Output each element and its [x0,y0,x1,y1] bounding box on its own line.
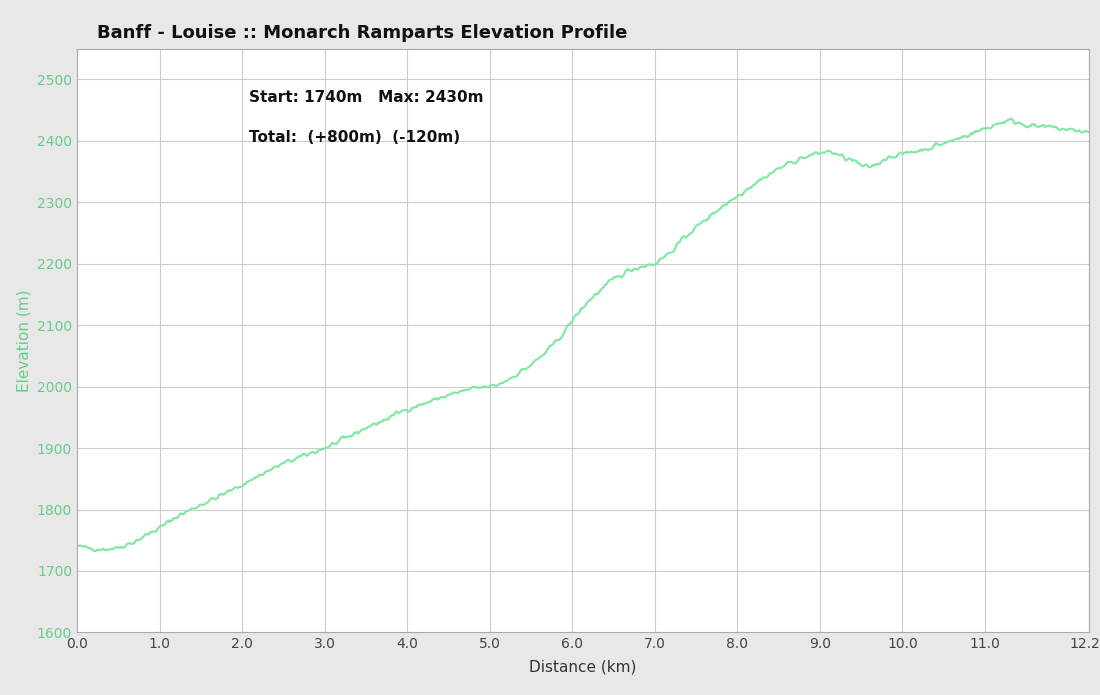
X-axis label: Distance (km): Distance (km) [529,660,637,675]
Y-axis label: Elevation (m): Elevation (m) [16,289,31,392]
Text: Start: 1740m   Max: 2430m: Start: 1740m Max: 2430m [249,90,484,104]
Text: Total:  (+800m)  (-120m): Total: (+800m) (-120m) [249,131,460,145]
Text: Banff - Louise :: Monarch Ramparts Elevation Profile: Banff - Louise :: Monarch Ramparts Eleva… [97,24,628,42]
